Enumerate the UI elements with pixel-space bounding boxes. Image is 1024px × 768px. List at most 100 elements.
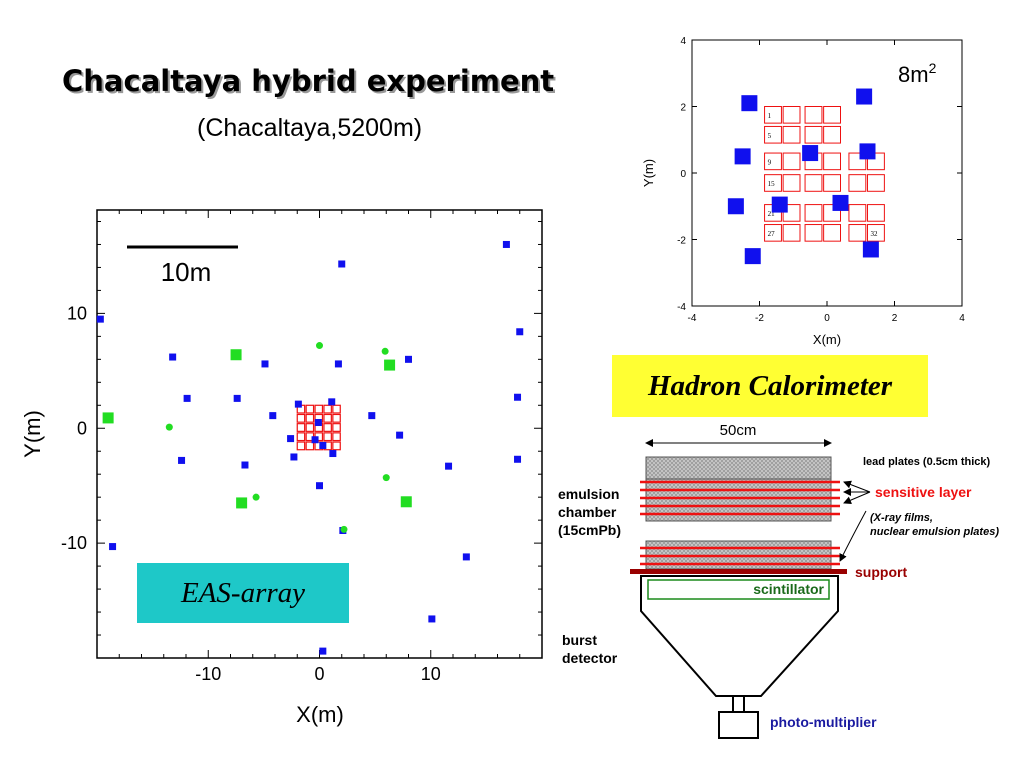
cal-y-tick-label: -2 — [677, 236, 686, 247]
cal-red-cell — [867, 204, 885, 222]
eas-detector-point — [334, 360, 342, 368]
cal-red-cell — [848, 174, 867, 192]
calorimeter-cell — [332, 423, 341, 432]
cal-red-cell — [782, 152, 801, 171]
cal-red-cell — [804, 174, 823, 192]
calorimeter-cell — [332, 404, 341, 414]
cal-blue-square — [802, 145, 819, 162]
eas-detector-point — [319, 647, 327, 655]
eas-detector-point — [290, 453, 298, 461]
cal-y-tick-label: 2 — [680, 103, 686, 114]
eas-y-tick-label: 10 — [67, 303, 87, 323]
cal-blue-square — [856, 88, 873, 105]
calorimeter-cell — [305, 423, 315, 432]
cal-x-tick-label: 0 — [824, 313, 830, 324]
cal-red-cell — [764, 106, 782, 124]
cal-cell-number: 5 — [768, 132, 772, 140]
detector-schematic: 50cm scintillator photo-multiplier lead … — [558, 422, 999, 739]
cal-cell-number: 15 — [768, 180, 776, 188]
cal-x-tick-label: 4 — [959, 313, 965, 324]
lead-plates-label: lead plates (0.5cm thick) — [863, 456, 990, 468]
calorimeter-cell — [305, 404, 315, 414]
eas-detector-point — [319, 441, 327, 449]
eas-green-dot — [340, 525, 348, 533]
cal-x-tick-label: -4 — [688, 313, 697, 324]
cal-y-axis-label: Y(m) — [641, 159, 656, 187]
eas-detector-point — [428, 615, 436, 623]
eas-array-plot: -10 0 10 10 0 -10 10m X(m) Y(m) — [20, 209, 543, 727]
eas-detector-point — [396, 431, 404, 439]
cal-red-cell — [782, 224, 801, 242]
calorimeter-cell — [314, 404, 324, 414]
cal-y-tick-label: 0 — [680, 169, 686, 180]
cal-red-cell — [823, 204, 841, 222]
cal-cell-number: 32 — [871, 230, 879, 238]
cal-red-cell — [848, 204, 867, 222]
cal-cell-number: 1 — [768, 112, 772, 120]
emulsion-label-line3: (15cmPb) — [558, 522, 621, 538]
cal-red-cell — [823, 125, 841, 144]
lead-plates-top — [645, 456, 832, 480]
slide-title: Chacaltaya hybrid experiment — [62, 64, 555, 98]
cal-red-cell — [782, 204, 801, 222]
eas-y-axis-label: Y(m) — [20, 410, 45, 458]
eas-detector-point — [328, 398, 336, 406]
photomultiplier-box — [718, 711, 759, 739]
eas-detector-point — [314, 419, 322, 427]
eas-x-tick-label: 10 — [421, 664, 441, 684]
eas-green-dot — [382, 474, 390, 482]
calorimeter-cell — [323, 432, 332, 442]
cal-cell-number: 27 — [768, 230, 776, 238]
eas-y-tick-label: 0 — [77, 418, 87, 438]
cal-red-cell — [804, 204, 823, 222]
cal-red-cell — [823, 224, 841, 242]
cal-red-cell — [848, 224, 867, 242]
calorimeter-cell — [332, 413, 341, 423]
cal-red-cell — [848, 152, 867, 171]
eas-y-tick-label: -10 — [61, 533, 87, 553]
cal-red-cell — [764, 174, 782, 192]
eas-detector-point — [405, 355, 412, 363]
eas-detector-point — [445, 462, 453, 470]
cal-blue-square — [862, 241, 879, 258]
eas-detector-point — [96, 315, 104, 323]
eas-detector-point — [311, 436, 319, 444]
eas-green-square — [230, 349, 242, 361]
eas-green-square — [400, 496, 412, 508]
slide-subtitle: (Chacaltaya,5200m) — [197, 114, 423, 142]
cal-red-cell — [804, 224, 823, 242]
cal-red-cell — [782, 125, 801, 144]
eas-detector-point — [514, 455, 522, 463]
cal-blue-points — [727, 88, 879, 265]
eas-detector-point — [261, 360, 269, 368]
eas-x-tick-label: 0 — [314, 664, 324, 684]
eas-green-square — [102, 412, 114, 424]
calorimeter-cell — [332, 432, 341, 442]
photomultiplier-label: photo-multiplier — [770, 714, 877, 730]
cal-red-cell — [867, 174, 885, 192]
eas-x-tick-label: -10 — [195, 664, 221, 684]
cal-red-cell — [867, 224, 885, 242]
cal-red-cell — [823, 106, 841, 124]
eas-green-dot — [252, 493, 260, 501]
support-label: support — [855, 564, 907, 580]
cal-red-cell — [782, 106, 801, 124]
eas-detector-point — [294, 400, 302, 408]
eas-detector-point — [169, 353, 177, 361]
eas-green-square — [236, 497, 248, 509]
eas-detector-point — [516, 328, 524, 336]
eas-detector-point — [109, 543, 117, 551]
cal-blue-square — [727, 198, 744, 215]
cal-red-cell — [804, 125, 823, 144]
eas-detector-point — [178, 456, 186, 464]
cal-red-cell — [867, 152, 885, 171]
eas-detector-point — [269, 412, 277, 420]
burst-detector-housing — [640, 575, 839, 697]
scintillator-label: scintillator — [753, 581, 824, 597]
cal-red-cell — [823, 152, 841, 171]
calorimeter-cell — [323, 423, 332, 432]
hadron-calorimeter-label: Hadron Calorimeter — [612, 355, 928, 417]
calorimeter-cell — [305, 413, 315, 423]
cal-red-cell — [764, 125, 782, 144]
burst-detector-label-line1: burst — [562, 632, 597, 648]
